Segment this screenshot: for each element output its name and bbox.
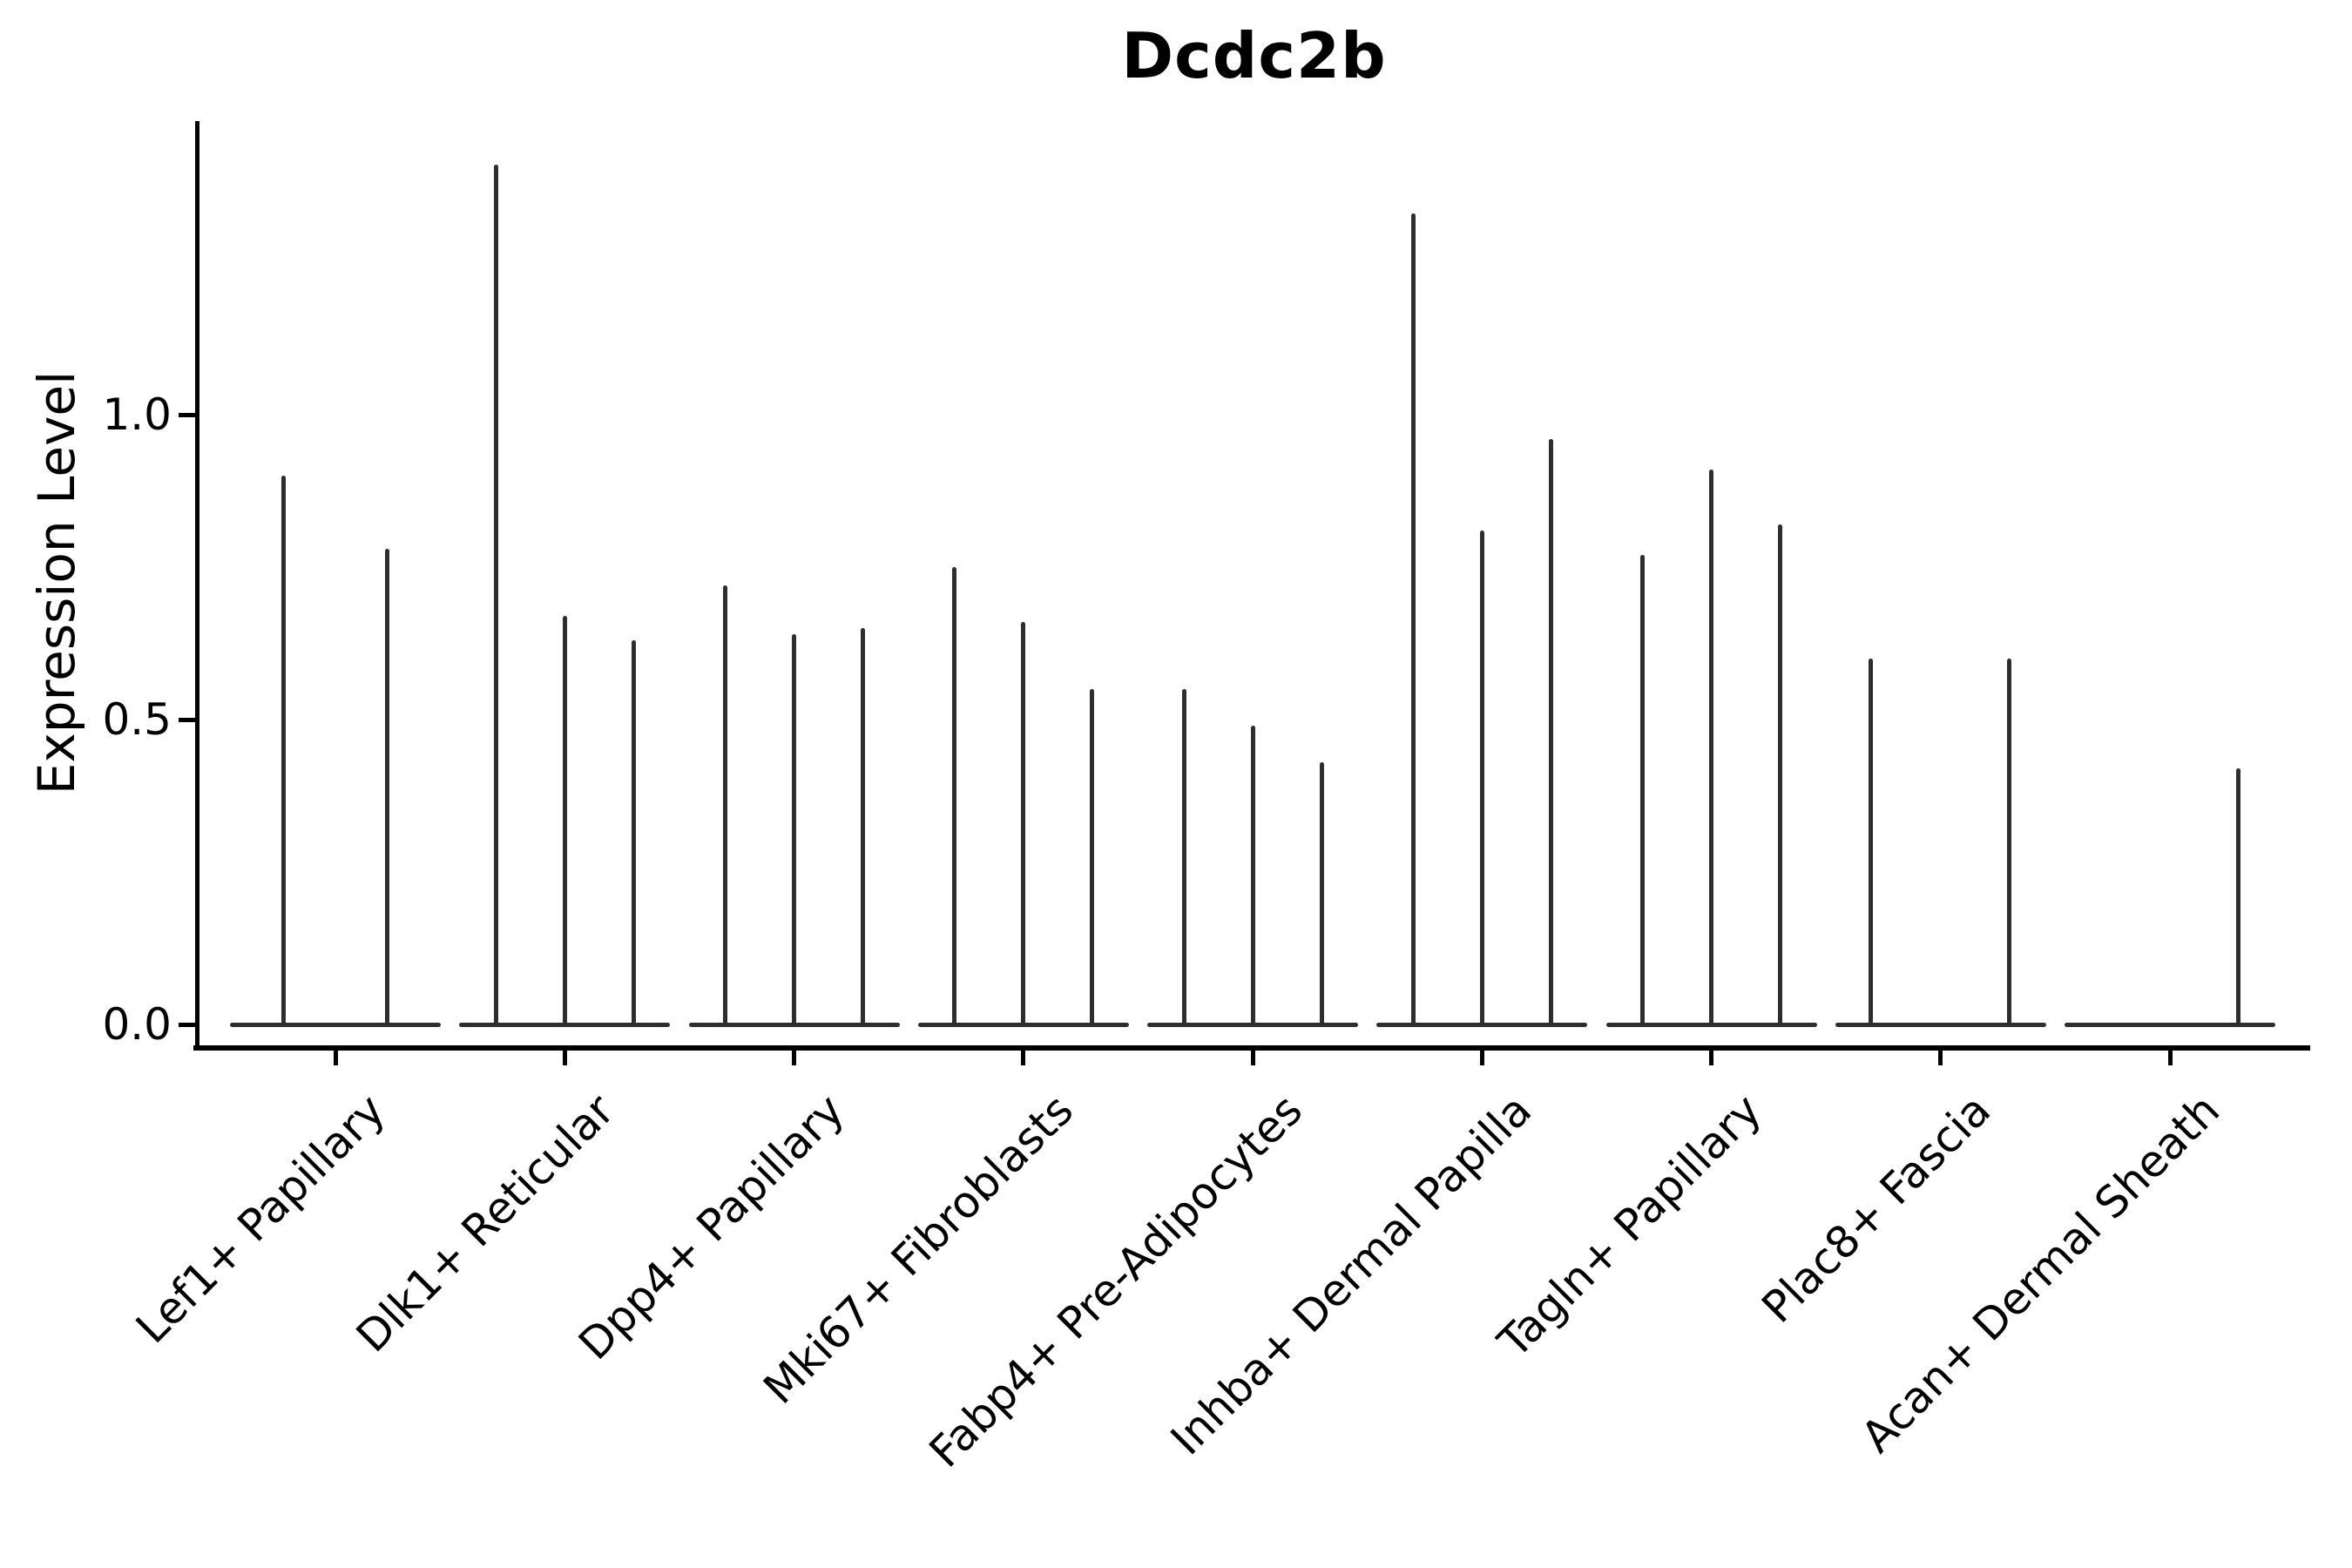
violin-spike <box>792 634 796 1024</box>
violin-zero-baseline <box>1605 1022 1817 1027</box>
violin-zero-baseline <box>1376 1022 1588 1027</box>
violin-zero-baseline <box>230 1022 441 1027</box>
violin-zero-baseline <box>917 1022 1129 1027</box>
x-tick-mark <box>1479 1051 1484 1065</box>
violin-spike <box>2235 768 2240 1024</box>
violin-spike <box>1709 470 1713 1024</box>
y-axis-label: Expression Level <box>27 370 86 795</box>
chart-title: Dcdc2b <box>1121 19 1387 92</box>
violin-spike <box>384 549 389 1024</box>
violin-spike <box>952 567 957 1024</box>
y-tick-mark <box>179 717 198 722</box>
violin-zero-baseline <box>1835 1022 2046 1027</box>
violin-spike <box>1410 213 1416 1024</box>
violin-spike <box>562 616 567 1024</box>
violin-spike <box>1250 726 1255 1024</box>
x-tick-mark <box>1021 1051 1026 1065</box>
y-tick-label: 0.0 <box>102 999 172 1050</box>
violin-spike <box>1640 555 1645 1024</box>
violin-spike <box>1548 439 1553 1024</box>
violin-spike <box>1021 622 1026 1024</box>
x-tick-mark <box>2167 1051 2173 1065</box>
violin-spike <box>1778 524 1782 1024</box>
y-tick-label: 1.0 <box>102 389 172 440</box>
x-tick-mark <box>792 1051 796 1065</box>
violin-spike <box>861 628 865 1024</box>
violin-spike <box>1181 689 1186 1024</box>
x-tick-mark <box>1250 1051 1255 1065</box>
violin-spike <box>1319 762 1324 1024</box>
violin-spike <box>1090 689 1095 1024</box>
violin-spike <box>631 640 636 1024</box>
y-tick-mark <box>179 412 198 417</box>
x-tick-mark <box>1709 1051 1713 1065</box>
violin-zero-baseline <box>688 1022 900 1027</box>
x-tick-mark <box>1938 1051 1943 1065</box>
violin-spike <box>2007 659 2012 1024</box>
violin-spike <box>1869 659 1874 1024</box>
y-tick-label: 0.5 <box>102 694 172 745</box>
violin-zero-baseline <box>1147 1022 1358 1027</box>
x-axis-spine <box>193 1045 2310 1051</box>
violin-zero-baseline <box>459 1022 671 1027</box>
violin-spike <box>1479 531 1484 1024</box>
y-tick-mark <box>179 1022 198 1027</box>
violin-spike <box>493 165 498 1024</box>
violin-zero-baseline <box>2065 1022 2275 1027</box>
violin-spike <box>280 476 286 1024</box>
x-tick-mark <box>562 1051 567 1065</box>
violin-spike <box>723 585 727 1024</box>
x-tick-mark <box>333 1051 338 1065</box>
y-axis-spine <box>195 121 199 1051</box>
